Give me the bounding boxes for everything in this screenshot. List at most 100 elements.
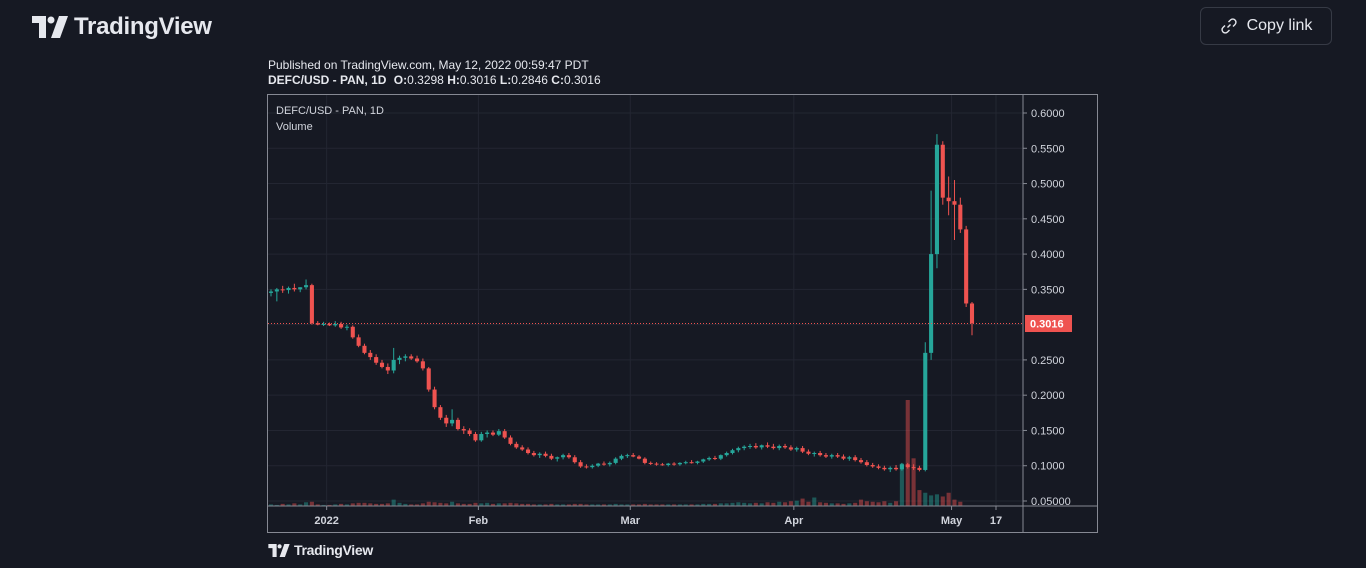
volume-bar: [543, 504, 548, 506]
volume-bar: [636, 504, 642, 506]
volume-bar: [531, 504, 536, 506]
volume-bar: [356, 502, 361, 506]
volume-bar: [736, 502, 741, 506]
price-tick-label: 0.6000: [1031, 108, 1065, 120]
volume-bar: [625, 504, 630, 506]
candle-body: [958, 204, 963, 230]
price-tick-label: 0.2500: [1031, 355, 1065, 367]
volume-bar: [368, 503, 373, 506]
candle-body: [432, 389, 437, 408]
volume-bar: [765, 502, 770, 506]
time-tick-label: 2022: [314, 515, 338, 527]
volume-bar: [899, 463, 904, 506]
candle-body: [409, 356, 414, 359]
candle-body: [584, 466, 589, 468]
tradingview-logo-icon: [32, 16, 68, 38]
link-icon: [1220, 18, 1237, 34]
candle-body: [672, 463, 677, 465]
volume-bar: [520, 503, 525, 506]
close-label: C:: [551, 73, 564, 87]
volume-bar: [718, 503, 723, 506]
candle-body: [461, 429, 466, 431]
footer-logo[interactable]: TradingView: [268, 542, 373, 558]
price-tick-label: 0.05000: [1031, 496, 1071, 508]
candlestick-chart[interactable]: 0.6000 0.5500 0.5000 0.4500 0.4000 0.3500 0.25…: [268, 95, 1097, 532]
volume-bar: [525, 503, 531, 506]
candle-body: [940, 144, 945, 198]
volume-bar: [280, 503, 285, 506]
candle-body: [344, 326, 349, 328]
grid: [268, 95, 1023, 506]
candle-body: [268, 291, 274, 293]
volume-bar: [923, 492, 928, 506]
volume-bar: [414, 504, 420, 506]
volume-bar: [730, 502, 735, 506]
volume-bar: [420, 503, 425, 506]
volume-bar: [677, 504, 682, 506]
volume-label: Volume: [276, 121, 313, 133]
volume-bar: [479, 503, 484, 506]
volume-bar: [882, 501, 887, 506]
volume-bar: [759, 503, 764, 506]
candle-body: [858, 460, 864, 463]
volume-bar: [426, 501, 431, 506]
volume-bar: [946, 492, 951, 506]
candle-body: [707, 457, 712, 460]
volume-bar: [771, 502, 776, 506]
candle-body: [823, 455, 829, 457]
candle-body: [514, 443, 519, 448]
candle-body: [561, 455, 566, 458]
candle-body: [911, 467, 916, 469]
tradingview-logo[interactable]: TradingView: [32, 13, 212, 41]
candle-body: [339, 323, 344, 328]
candle-body: [502, 431, 507, 438]
copy-link-button[interactable]: Copy link: [1200, 7, 1332, 45]
last-price-badge: [1025, 315, 1072, 333]
chart-frame: 0.6000 0.5500 0.5000 0.4500 0.4000 0.3500 0.25…: [267, 94, 1098, 533]
time-tick-label: May: [941, 515, 963, 527]
volume-bar: [847, 503, 852, 506]
volume-bar: [672, 504, 677, 506]
volume-bar: [584, 504, 589, 506]
candle-body: [905, 464, 910, 468]
candle-body: [385, 366, 390, 371]
candle-body: [537, 453, 542, 456]
close-value: 0.3016: [563, 73, 601, 87]
candle-body: [304, 285, 309, 288]
volume-bar: [607, 504, 612, 506]
candle-body: [321, 323, 326, 325]
candle-body: [485, 432, 490, 434]
candle-body: [362, 345, 367, 353]
candle-body: [952, 201, 957, 205]
candle-body: [853, 457, 858, 461]
candle-body: [298, 287, 303, 290]
candle-body: [695, 461, 700, 463]
high-label: H:: [447, 73, 460, 87]
candle-body: [929, 254, 934, 353]
volume-bar: [350, 503, 355, 506]
price-tick-label: 0.4000: [1031, 249, 1065, 261]
volume-bar: [292, 503, 297, 506]
candle-body: [455, 419, 460, 430]
volume-bar: [590, 504, 595, 506]
candle-body: [812, 453, 817, 455]
candle-body: [683, 462, 688, 464]
volume-bar: [753, 502, 758, 506]
low-value: 0.2846: [511, 73, 548, 87]
open-label: O:: [393, 73, 408, 87]
candle-body: [876, 466, 881, 468]
candle-body: [636, 456, 642, 459]
candle-body: [724, 453, 729, 456]
candle-body: [829, 455, 834, 457]
price-tick-label: 0.5000: [1031, 179, 1065, 191]
volume-bar: [642, 503, 647, 506]
volume-bar: [823, 502, 829, 506]
candle-body: [473, 433, 478, 441]
candle-body: [969, 303, 975, 324]
volume-bar: [467, 503, 472, 506]
candle-body: [864, 462, 869, 466]
candle-body: [350, 326, 355, 338]
volume-bar: [940, 496, 945, 506]
volume-bar: [654, 504, 659, 506]
candle-body: [718, 455, 723, 459]
